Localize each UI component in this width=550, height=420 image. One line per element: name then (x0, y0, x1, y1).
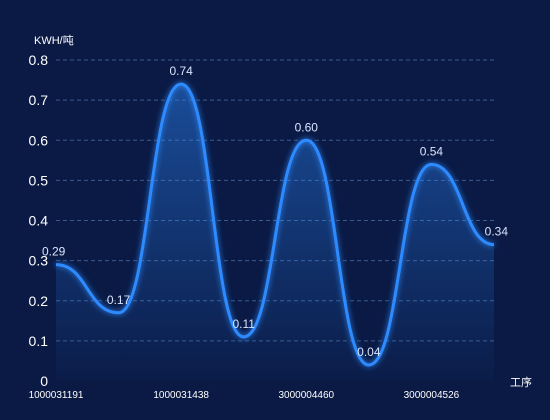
y-tick-label: 0.2 (29, 293, 49, 309)
y-tick-label: 0.8 (29, 52, 49, 68)
y-tick-label: 0.1 (29, 333, 49, 349)
y-axis-ticks: 0 0.1 0.2 0.3 0.4 0.5 0.6 0.7 0.8 (29, 52, 49, 389)
y-tick-label: 0 (40, 373, 48, 389)
x-axis-ticks: 1000031191 1000031438 3000004460 3000004526 (29, 390, 460, 401)
data-label: 0.11 (232, 317, 255, 331)
x-tick-label: 3000004460 (278, 390, 334, 401)
y-tick-label: 0.4 (29, 213, 49, 229)
y-tick-label: 0.6 (29, 132, 49, 148)
data-label: 0.54 (420, 144, 444, 158)
data-label: 0.60 (295, 120, 319, 134)
data-label: 0.74 (169, 64, 193, 78)
y-axis-unit-label: KWH/吨 (34, 35, 74, 47)
x-tick-label: 3000004526 (404, 390, 460, 401)
x-axis-unit-label: 工序 (510, 377, 532, 389)
data-label: 0.17 (107, 293, 131, 307)
series-area (56, 84, 494, 381)
series-line (55, 82, 495, 367)
data-label: 0.34 (485, 225, 509, 239)
data-label: 0.04 (357, 345, 381, 359)
y-tick-label: 0.3 (29, 253, 49, 269)
x-tick-label: 1000031191 (29, 390, 84, 401)
x-tick-label: 1000031438 (153, 390, 209, 401)
y-tick-label: 0.5 (29, 172, 49, 188)
data-label: 0.29 (42, 245, 66, 259)
y-tick-label: 0.7 (29, 92, 49, 108)
data-labels: 0.29 0.17 0.74 0.11 0.60 0.04 0.54 0.34 (42, 64, 508, 359)
